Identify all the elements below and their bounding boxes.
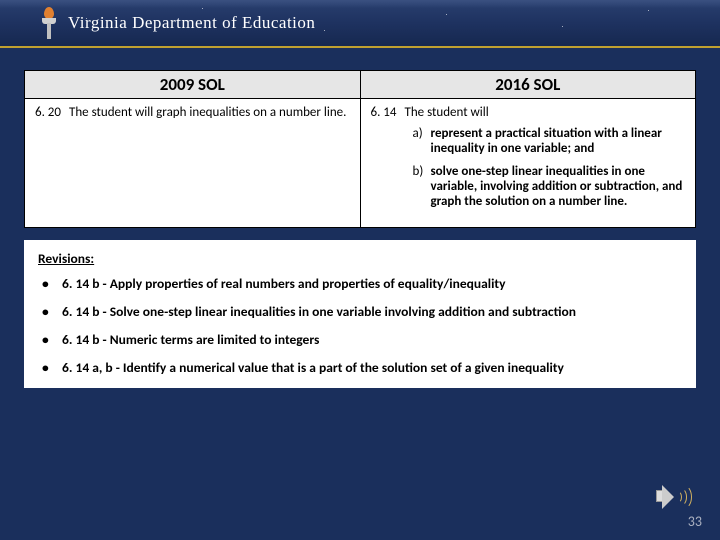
sub-text: solve one-step linear inequalities in on… (431, 164, 686, 209)
sub-item: b) solve one-step linear inequalities in… (413, 164, 686, 209)
torch-icon (40, 7, 58, 39)
cell-2009: 6. 20 The student will graph inequalitie… (25, 99, 361, 228)
department-name: Virginia Department of Education (68, 13, 315, 33)
revision-item: • 6. 14 b - Numeric terms are limited to… (38, 331, 682, 348)
revision-text: 6. 14 b - Solve one-step linear inequali… (62, 303, 682, 320)
revision-item: • 6. 14 b - Solve one-step linear inequa… (38, 303, 682, 320)
sub-text: represent a practical situation with a l… (431, 126, 686, 156)
revision-item: • 6. 14 a, b - Identify a numerical valu… (38, 359, 682, 376)
sol-comparison-table: 2009 SOL 2016 SOL 6. 20 The student will… (24, 70, 696, 228)
revision-item: • 6. 14 b - Apply properties of real num… (38, 275, 682, 292)
revisions-title: Revisions: (38, 250, 682, 267)
bullet-icon: • (38, 359, 62, 376)
revision-text: 6. 14 a, b - Identify a numerical value … (62, 359, 682, 376)
sub-letter: a) (413, 126, 431, 156)
std-2016-number: 6. 14 (371, 105, 405, 120)
bullet-icon: • (38, 275, 62, 292)
header-band: Virginia Department of Education (0, 0, 720, 48)
revision-text: 6. 14 b - Apply properties of real numbe… (62, 275, 682, 292)
page-number: 33 (688, 513, 702, 530)
bullet-icon: • (38, 303, 62, 320)
revisions-box: Revisions: • 6. 14 b - Apply properties … (24, 240, 696, 388)
col-header-2009: 2009 SOL (25, 71, 361, 99)
table-header-row: 2009 SOL 2016 SOL (25, 71, 696, 99)
col-header-2016: 2016 SOL (360, 71, 696, 99)
content-area: 2009 SOL 2016 SOL 6. 20 The student will… (0, 48, 720, 388)
revision-text: 6. 14 b - Numeric terms are limited to i… (62, 331, 682, 348)
speaker-icon[interactable] (656, 482, 690, 512)
sub-item: a) represent a practical situation with … (413, 126, 686, 156)
std-2009-text: The student will graph inequalities on a… (69, 105, 350, 120)
std-2016-text: The student will (405, 105, 686, 120)
std-2009-number: 6. 20 (35, 105, 69, 120)
sub-letter: b) (413, 164, 431, 209)
cell-2016: 6. 14 The student will a) represent a pr… (360, 99, 696, 228)
table-body-row: 6. 20 The student will graph inequalitie… (25, 99, 696, 228)
sub-list-2016: a) represent a practical situation with … (413, 126, 686, 209)
bullet-icon: • (38, 331, 62, 348)
